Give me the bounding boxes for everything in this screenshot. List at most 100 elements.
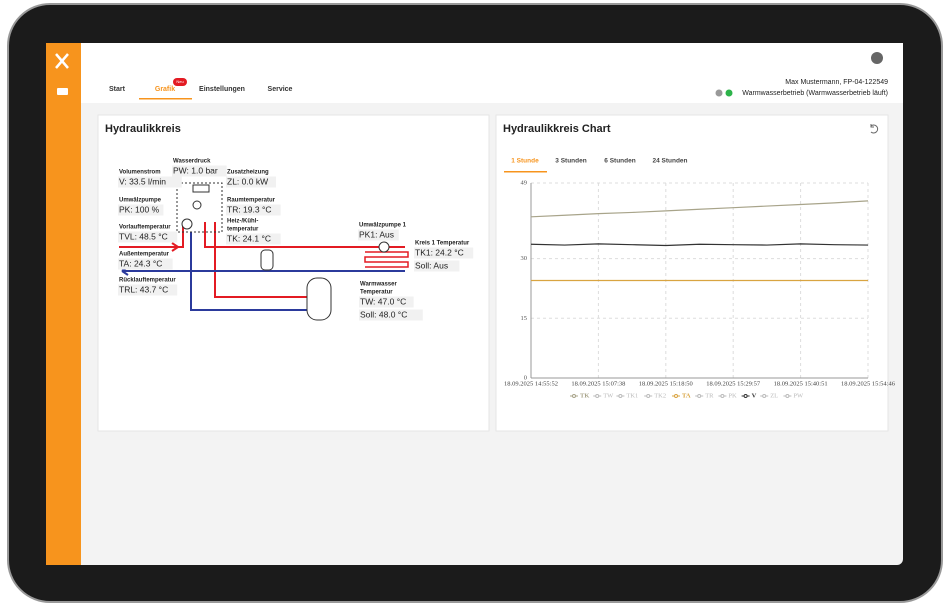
field-label: Warmwasser xyxy=(360,282,397,288)
value-bg xyxy=(414,247,474,259)
legend-dot xyxy=(674,394,678,398)
value-bg xyxy=(118,231,178,243)
field-value: PK: 100 % xyxy=(119,204,160,214)
legend-entry[interactable]: TK2 xyxy=(654,392,666,399)
legend-dot xyxy=(785,394,790,398)
y-tick-label: 49 xyxy=(521,179,528,186)
menu-icon[interactable] xyxy=(57,88,68,95)
field-value: V: 33.5 l/min xyxy=(119,176,166,186)
field-value: TRL: 43.7 °C xyxy=(119,284,168,294)
field-value: TA: 24.3 °C xyxy=(119,258,162,268)
field-label: Vorlauftemperatur xyxy=(119,225,171,231)
status-dot xyxy=(725,89,733,97)
field-label: Umwälzpumpe xyxy=(119,198,162,204)
value-bg xyxy=(172,165,227,177)
field-label: Kreis 1 Temperatur xyxy=(415,241,470,247)
legend-dot xyxy=(646,394,651,398)
field-label: Temperatur xyxy=(360,290,393,296)
value-bg xyxy=(359,309,423,321)
field-value: PW: 1.0 bar xyxy=(173,165,218,175)
legend-dot xyxy=(595,394,600,398)
value-bg xyxy=(226,204,281,216)
field-label: Raumtemperatur xyxy=(227,198,276,204)
field-label: Wasserdruck xyxy=(173,159,211,165)
value-bg xyxy=(359,296,414,308)
refresh-icon[interactable] xyxy=(870,124,879,134)
status: Warmwasserbetrieb (Warmwasserbetrieb läu… xyxy=(742,90,888,97)
field-label: Rücklauftemperatur xyxy=(119,278,176,284)
x-tick-label: 18.09.2025 15:18:50 xyxy=(639,380,693,387)
field-value: Soll: Aus xyxy=(415,260,448,270)
cloud-icon xyxy=(715,89,723,97)
range-tab[interactable]: 6 Stunden xyxy=(604,158,635,165)
pump-1 xyxy=(378,241,390,253)
value-bg xyxy=(118,204,164,216)
field-value: Soll: 48.0 °C xyxy=(360,309,407,319)
field-label: Außentemperatur xyxy=(119,252,170,258)
series-line xyxy=(530,243,869,247)
diagram-title: Hydraulikkreis xyxy=(105,123,181,135)
field-label: Heiz-/Kühl- xyxy=(227,219,258,225)
legend-entry[interactable]: PW xyxy=(793,392,804,399)
chart-title: Hydraulikkreis Chart xyxy=(503,123,611,135)
field-value: TK: 24.1 °C xyxy=(227,233,271,243)
x-tick-label: 18.09.2025 15:29:57 xyxy=(706,380,761,387)
field-value: PK1: Aus xyxy=(359,229,394,239)
x-tick-label: 18.09.2025 15:40:51 xyxy=(774,380,828,387)
nav-tab[interactable]: Service xyxy=(268,86,293,93)
user-icon[interactable] xyxy=(871,52,883,64)
legend-dot xyxy=(720,394,725,398)
legend-dot xyxy=(743,394,748,398)
legend-dot xyxy=(572,394,576,398)
field-value: TW: 47.0 °C xyxy=(360,296,406,306)
x-tick-label: 18.09.2025 15:07:38 xyxy=(571,380,625,387)
legend-dot xyxy=(762,394,767,398)
sidebar xyxy=(46,43,81,565)
chart: 1 Stunde 3 Stunden 6 Stunden 24 Stunden 0 15 3… xyxy=(504,158,896,399)
range-tab[interactable]: 24 Stunden xyxy=(652,158,687,165)
legend-entry[interactable]: TK1 xyxy=(626,392,638,399)
diagram-card xyxy=(97,114,490,432)
legend-entry[interactable]: TK xyxy=(580,392,589,399)
legend-entry[interactable]: TR xyxy=(705,392,714,399)
nav-tab[interactable]: Einstellungen xyxy=(199,86,245,93)
legend-entry[interactable]: V xyxy=(752,392,757,399)
value-bg xyxy=(226,176,276,188)
nav-tab[interactable]: Start xyxy=(109,86,126,93)
field-label: temperatur xyxy=(227,227,259,233)
pipes xyxy=(119,222,409,311)
close-icon[interactable] xyxy=(55,53,69,69)
x-tick-label: 18.09.2025 14:55:52 xyxy=(504,380,558,387)
range-tab[interactable]: 1 Stunde xyxy=(511,158,539,165)
y-tick-label: 15 xyxy=(521,315,528,322)
series-line xyxy=(530,200,869,218)
value-bg xyxy=(226,233,281,245)
nav-tab[interactable]: Grafik xyxy=(155,86,175,93)
value-bg xyxy=(414,260,460,272)
value-bg xyxy=(118,284,178,296)
field-value: TVL: 48.5 °C xyxy=(119,231,168,241)
y-tick-label: 30 xyxy=(521,255,528,262)
value-bg xyxy=(118,258,173,270)
pump xyxy=(181,218,193,230)
water-tank xyxy=(306,277,332,321)
valve xyxy=(192,200,202,210)
heater xyxy=(192,184,210,193)
legend-dot xyxy=(618,394,623,398)
buffer xyxy=(260,249,274,271)
legend-entry[interactable]: TW xyxy=(603,392,614,399)
legend-entry[interactable]: PK xyxy=(728,392,737,399)
field-label: Umwälzpumpe 1 xyxy=(359,223,407,229)
badge-bg xyxy=(173,78,187,86)
range-tab[interactable]: 3 Stunden xyxy=(555,158,586,165)
legend-entry[interactable]: ZL xyxy=(770,392,778,399)
badge: Neu xyxy=(176,79,183,84)
field-label: Volumenstrom xyxy=(119,170,161,176)
legend-entry[interactable]: TA xyxy=(682,392,691,399)
heater-box xyxy=(176,182,223,233)
field-label: Zusatzheizung xyxy=(227,170,269,176)
y-tick-label: 0 xyxy=(524,374,527,381)
user-name: Max Mustermann, FP-04-122549 xyxy=(785,79,888,86)
value-bg xyxy=(358,229,399,241)
